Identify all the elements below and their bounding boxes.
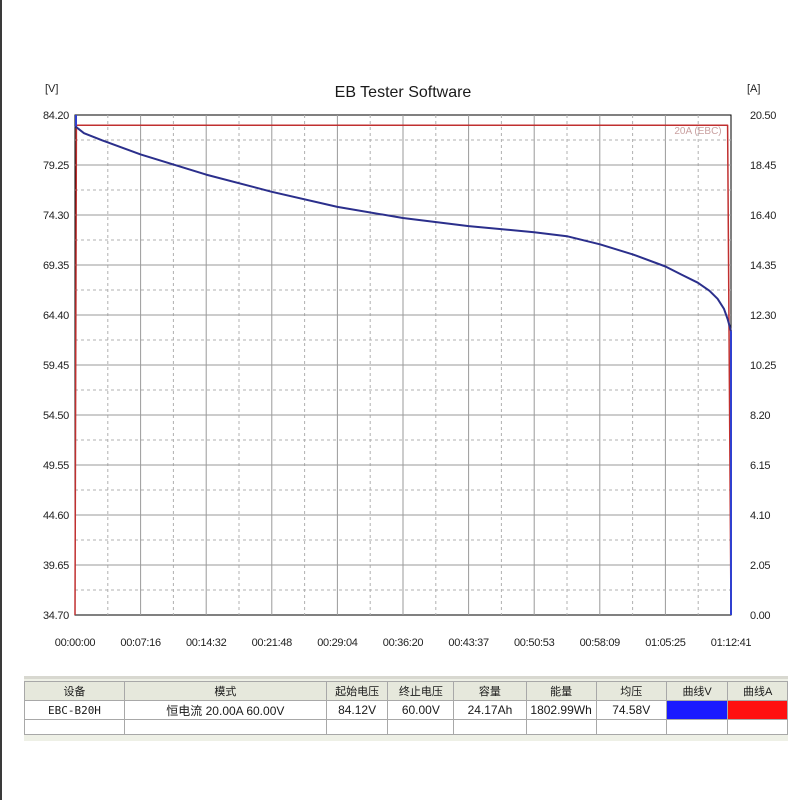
summary-value-row[interactable]: EBC-B20H 恒电流 20.00A 60.00V 84.12V 60.00V… xyxy=(24,700,788,720)
left-tick-label: 34.70 xyxy=(43,610,69,622)
right-tick-label: 18.45 xyxy=(750,160,776,172)
right-tick-label: 2.05 xyxy=(750,560,770,572)
x-tick-label: 00:29:04 xyxy=(317,637,358,649)
x-tick-label: 00:58:09 xyxy=(580,637,621,649)
current-annotation: 20A (EBC) xyxy=(674,126,721,137)
header-start-voltage: 起始电压 xyxy=(325,681,389,701)
current-series-line xyxy=(74,124,732,616)
left-tick-label: 49.55 xyxy=(43,460,69,472)
series-group xyxy=(74,115,732,616)
curve-v-color-cell[interactable] xyxy=(665,700,729,720)
left-tick-label: 54.50 xyxy=(43,410,69,422)
header-curve-a: 曲线A xyxy=(727,681,788,701)
energy-value: 1802.99Wh xyxy=(525,700,597,720)
header-curve-v: 曲线V xyxy=(665,681,729,701)
right-tick-label: 12.30 xyxy=(750,310,776,322)
left-tick-label: 84.20 xyxy=(43,110,69,122)
right-tick-label: 20.50 xyxy=(750,110,776,122)
left-tick-label: 39.65 xyxy=(43,560,69,572)
header-avg-voltage: 均压 xyxy=(595,681,667,701)
avg-voltage-value: 74.58V xyxy=(595,700,667,720)
x-tick-label: 00:50:53 xyxy=(514,637,555,649)
left-tick-label: 64.40 xyxy=(43,310,69,322)
x-tick-label: 00:14:32 xyxy=(186,637,227,649)
header-end-voltage: 终止电压 xyxy=(387,681,455,701)
x-tick-label: 01:12:41 xyxy=(711,637,752,649)
window-frame-edge xyxy=(0,0,2,800)
x-tick-label: 00:00:00 xyxy=(55,637,96,649)
start-voltage-value: 84.12V xyxy=(325,700,389,720)
right-axis-ticks: 20.50 18.45 16.40 14.35 12.30 10.25 8.20 6.15 4.… xyxy=(750,110,777,622)
header-device: 设备 xyxy=(24,681,125,701)
grid-lines xyxy=(75,115,731,615)
right-tick-label: 16.40 xyxy=(750,210,776,222)
left-tick-label: 69.35 xyxy=(43,260,69,272)
x-tick-label: 01:05:25 xyxy=(645,637,686,649)
discharge-chart: EB Tester Software [V] [A] 84.20 79.25 74.… xyxy=(43,83,777,649)
header-energy: 能量 xyxy=(525,681,597,701)
left-axis-ticks: 84.20 79.25 74.30 69.35 64.40 59.45 54.50 49.55… xyxy=(43,110,70,622)
header-capacity: 容量 xyxy=(453,681,527,701)
mode-value: 恒电流 20.00A 60.00V xyxy=(123,700,327,720)
curve-a-color-cell[interactable] xyxy=(727,700,788,720)
x-axis-ticks: 00:00:00 00:07:16 00:14:32 00:21:48 00:29:04… xyxy=(55,637,752,649)
x-tick-label: 00:21:48 xyxy=(252,637,293,649)
right-axis-unit: [A] xyxy=(747,83,760,95)
right-tick-label: 10.25 xyxy=(750,360,776,372)
right-tick-label: 6.15 xyxy=(750,460,770,472)
header-mode: 模式 xyxy=(123,681,327,701)
x-tick-label: 00:36:20 xyxy=(383,637,424,649)
left-axis-unit: [V] xyxy=(45,83,58,95)
device-name: EBC-B20H xyxy=(24,700,125,720)
right-tick-label: 4.10 xyxy=(750,510,770,522)
x-tick-label: 00:07:16 xyxy=(120,637,161,649)
test-summary-table: 设备 模式 起始电压 终止电压 容量 能量 均压 曲线V 曲线A EBC-B20… xyxy=(24,681,788,735)
right-tick-label: 14.35 xyxy=(750,260,776,272)
voltage-series-line xyxy=(74,125,732,332)
summary-empty-row xyxy=(24,719,788,735)
chart-title: EB Tester Software xyxy=(335,84,472,101)
left-tick-label: 59.45 xyxy=(43,360,69,372)
x-tick-label: 00:43:37 xyxy=(448,637,489,649)
end-voltage-value: 60.00V xyxy=(387,700,455,720)
curve-a-color-swatch[interactable] xyxy=(728,701,787,719)
summary-header-row: 设备 模式 起始电压 终止电压 容量 能量 均压 曲线V 曲线A xyxy=(24,681,788,701)
test-summary-panel: 设备 模式 起始电压 终止电压 容量 能量 均压 曲线V 曲线A EBC-B20… xyxy=(24,676,788,741)
curve-v-color-swatch[interactable] xyxy=(667,701,727,719)
right-tick-label: 0.00 xyxy=(750,610,770,622)
left-tick-label: 79.25 xyxy=(43,160,69,172)
left-tick-label: 44.60 xyxy=(43,510,69,522)
right-tick-label: 8.20 xyxy=(750,410,770,422)
left-tick-label: 74.30 xyxy=(43,210,69,222)
capacity-value: 24.17Ah xyxy=(453,700,527,720)
